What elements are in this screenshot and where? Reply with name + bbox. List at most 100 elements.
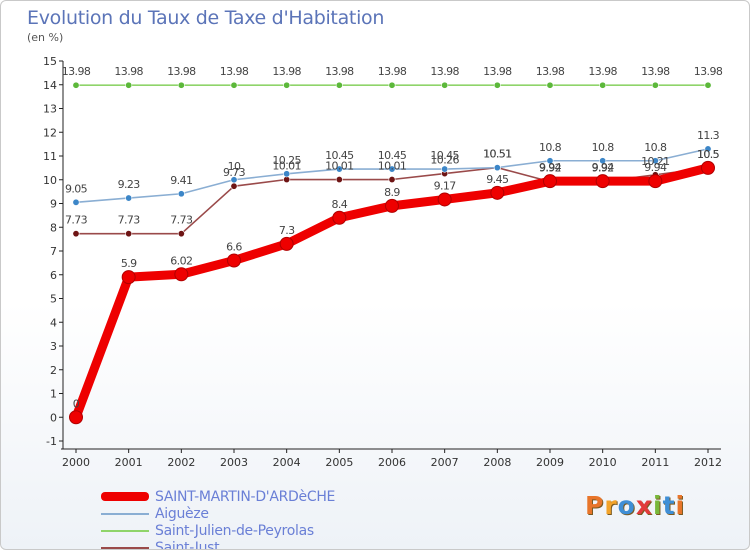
data-label: 9.94 [644, 161, 667, 174]
chart-legend: SAINT-MARTIN-D'ARDèCHE Aiguèze Saint-Julie… [101, 488, 335, 550]
data-label: 9.17 [434, 179, 457, 192]
x-tick-label: 2005 [325, 456, 353, 469]
logo-letter: i [653, 491, 663, 520]
proxiti-logo: Proxiti [585, 491, 685, 520]
legend-label: Aiguèze [155, 505, 209, 522]
legend-item: SAINT-MARTIN-D'ARDèCHE [101, 488, 335, 505]
series-marker-1 [546, 157, 554, 165]
y-tick-label: 14 [43, 79, 57, 92]
data-label: 13.98 [694, 65, 723, 78]
y-tick-label: 4 [50, 316, 57, 329]
x-tick-label: 2003 [220, 456, 248, 469]
data-label: 10.8 [644, 141, 667, 154]
y-tick-label: 15 [43, 55, 57, 68]
data-label: 9.05 [65, 182, 88, 195]
legend-swatch [101, 492, 149, 501]
y-tick-label: 0 [50, 411, 57, 424]
data-label: 13.98 [62, 65, 91, 78]
series-marker-0 [490, 185, 505, 200]
logo-letter: t [662, 491, 676, 520]
legend-swatch [101, 512, 149, 515]
series-marker-2 [72, 81, 80, 89]
series-marker-3 [125, 230, 133, 238]
series-marker-2 [546, 81, 554, 89]
y-tick-label: 11 [43, 150, 57, 163]
data-label: 9.23 [118, 178, 141, 191]
series-marker-2 [493, 81, 501, 89]
series-marker-2 [599, 81, 607, 89]
data-label: 7.3 [279, 224, 295, 237]
legend-swatch [101, 546, 149, 549]
series-marker-0 [701, 160, 715, 175]
data-label: 10.25 [272, 154, 301, 167]
series-marker-2 [230, 81, 238, 89]
y-tick-label: 13 [43, 103, 57, 116]
series-marker-0 [543, 174, 557, 189]
data-label: 10.45 [325, 149, 354, 162]
data-label: 10.01 [325, 160, 354, 173]
data-label: 9.94 [592, 161, 615, 174]
chart-subtitle: (en %) [27, 31, 64, 44]
series-marker-2 [388, 81, 396, 89]
data-label: 13.98 [378, 65, 407, 78]
x-tick-label: 2012 [694, 456, 722, 469]
data-label: 9.92 [539, 162, 561, 175]
series-marker-1 [704, 145, 712, 153]
series-marker-1 [283, 170, 291, 178]
logo-letter: r [604, 491, 618, 520]
data-label: 9.92 [592, 162, 614, 175]
data-label: 10.01 [272, 160, 301, 173]
data-label: 7.73 [118, 214, 141, 227]
series-marker-0 [332, 210, 347, 225]
x-tick-label: 2008 [483, 456, 511, 469]
series-marker-0 [437, 192, 452, 207]
series-marker-1 [335, 165, 343, 173]
series-marker-2 [335, 81, 343, 89]
y-tick-label: 7 [50, 245, 57, 258]
data-label: 6.02 [170, 254, 192, 267]
data-label: 6.6 [226, 241, 242, 254]
data-label: 5.9 [121, 257, 137, 270]
y-tick-label: 2 [50, 364, 57, 377]
data-label: 7.73 [170, 214, 193, 227]
data-label: 10.45 [430, 149, 459, 162]
series-marker-3 [230, 182, 238, 190]
series-marker-3 [177, 230, 185, 238]
legend-item: Aiguèze [101, 505, 335, 522]
x-tick-label: 2001 [115, 456, 143, 469]
x-tick-label: 2002 [167, 456, 195, 469]
data-label: 10.01 [378, 160, 407, 173]
logo-letter: i [675, 491, 686, 520]
series-marker-3 [388, 176, 396, 184]
series-marker-1 [72, 198, 80, 206]
data-label: 13.98 [325, 65, 354, 78]
data-label: 13.98 [272, 65, 301, 78]
series-marker-1 [125, 194, 133, 202]
data-label: 10.5 [697, 148, 720, 161]
data-label: 9.41 [170, 174, 192, 187]
legend-label: Saint-Just [155, 539, 220, 550]
y-tick-label: 5 [50, 293, 57, 306]
x-tick-label: 2010 [589, 456, 617, 469]
logo-letter: o [617, 491, 636, 520]
x-tick-label: 2011 [641, 456, 669, 469]
data-label: 13.98 [167, 65, 196, 78]
logo-letter: P [585, 491, 605, 520]
data-label: 10.8 [539, 141, 562, 154]
data-label: 9.73 [223, 166, 246, 179]
legend-swatch [101, 529, 149, 532]
legend-label: SAINT-MARTIN-D'ARDèCHE [155, 488, 336, 505]
legend-item: Saint-Just [101, 539, 335, 550]
y-tick-label: 10 [43, 174, 57, 187]
series-marker-0 [69, 410, 83, 425]
series-marker-1 [441, 165, 449, 173]
y-tick-label: 9 [50, 198, 57, 211]
series-marker-2 [125, 81, 133, 89]
series-marker-0 [279, 236, 294, 251]
data-label: 9.94 [539, 161, 562, 174]
data-label: 13.98 [220, 65, 249, 78]
series-marker-1 [230, 176, 238, 184]
legend-label: Saint-Julien-de-Peyrolas [155, 522, 314, 539]
series-marker-1 [388, 165, 396, 173]
